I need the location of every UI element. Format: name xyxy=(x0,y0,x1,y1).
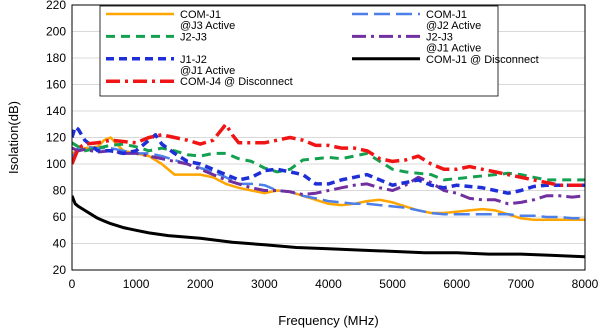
x-tick-label: 6000 xyxy=(443,277,470,291)
x-tick-label: 1000 xyxy=(123,277,150,291)
series-line-2 xyxy=(72,145,585,220)
legend-label-6: COM-J1 @ Disconnect xyxy=(426,54,539,66)
x-tick-label: 7000 xyxy=(508,277,535,291)
series-line-5 xyxy=(72,125,585,195)
y-tick-label: 160 xyxy=(46,78,66,92)
y-tick-label: 180 xyxy=(46,51,66,65)
legend-label-3: J2-J3 xyxy=(180,31,207,43)
legend-label-4: J2-J3 xyxy=(426,31,453,43)
y-axis-label: Isolation(dB) xyxy=(6,101,21,174)
x-axis-label: Frequency (MHz) xyxy=(278,313,378,328)
series-line-3 xyxy=(72,141,585,182)
legend-label-1: COM-J1 xyxy=(180,9,221,21)
x-tick-label: 4000 xyxy=(315,277,342,291)
y-tick-label: 200 xyxy=(46,25,66,39)
y-tick-label: 120 xyxy=(46,131,66,145)
series-line-7 xyxy=(72,122,585,187)
legend-label-5: J1-J2 xyxy=(180,54,207,66)
legend-label-4: @J1 Active xyxy=(426,43,481,55)
x-tick-label: 3000 xyxy=(251,277,278,291)
y-tick-label: 60 xyxy=(53,210,67,224)
plot-area-frame xyxy=(71,4,586,271)
legend-label-7: COM-J4 @ Disconnect xyxy=(180,76,293,88)
legend-label-5: @J1 Active xyxy=(180,65,235,77)
series-line-6 xyxy=(72,195,585,259)
x-tick-label: 8000 xyxy=(572,277,599,291)
legend-label-1: @J3 Active xyxy=(180,20,235,32)
y-tick-label: 80 xyxy=(53,184,67,198)
legend-label-2: COM-J1 xyxy=(426,9,467,21)
x-tick-label: 2000 xyxy=(187,277,214,291)
series-line-4 xyxy=(72,146,585,206)
y-tick-label: 220 xyxy=(46,0,66,12)
y-tick-label: 40 xyxy=(53,237,67,251)
x-tick-label: 5000 xyxy=(379,277,406,291)
y-tick-label: 140 xyxy=(46,104,66,118)
legend-label-2: @J2 Active xyxy=(426,20,481,32)
y-tick-labels: 20 40 60 80 100 120 140 160 180 200 220 xyxy=(46,0,66,277)
x-tick-labels: 0 1000 2000 3000 4000 5000 6000 7000 8000 xyxy=(69,277,599,291)
y-tick-label: 20 xyxy=(53,263,67,277)
series-group xyxy=(72,122,585,259)
y-tick-label: 100 xyxy=(46,157,66,171)
x-tick-label: 0 xyxy=(69,277,76,291)
